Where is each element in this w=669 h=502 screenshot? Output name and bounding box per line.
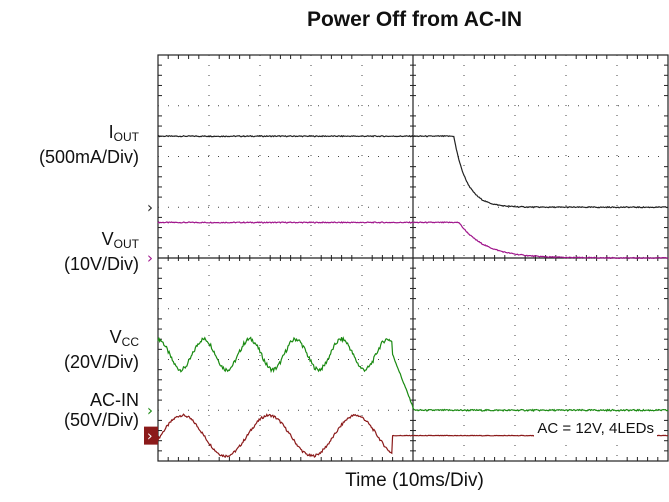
acin-marker-box [144,426,158,445]
vcc-marker: › [147,401,153,419]
vout-label: VOUT (10V/Div) [64,229,139,274]
acin-name: AC-IN [90,390,139,410]
scope-annotation: AC = 12V, 4LEDs [534,419,657,438]
iout-name: IOUT [108,122,139,144]
vout-name: VOUT [101,229,139,251]
iout-label: IOUT (500mA/Div) [39,122,139,167]
iout-trace [157,134,669,209]
vout-scale: (10V/Div) [63,254,139,274]
vcc-trace [157,336,669,413]
acin-marker: › [147,429,153,445]
iout-marker: › [147,198,153,216]
vcc-name: VCC [109,327,139,349]
acin-label: AC-IN (50V/Div) [64,390,139,430]
vout-trace [157,221,669,260]
acin-scale: (50V/Div) [63,410,139,430]
vcc-label: VCC (20V/Div) [64,327,139,372]
chart-title: Power Off from AC-IN [306,8,523,31]
vcc-scale: (20V/Div) [63,352,139,372]
vout-marker: › [147,249,153,267]
iout-scale: (500mA/Div) [38,147,139,167]
x-axis-label: Time (10ms/Div) [345,470,484,491]
